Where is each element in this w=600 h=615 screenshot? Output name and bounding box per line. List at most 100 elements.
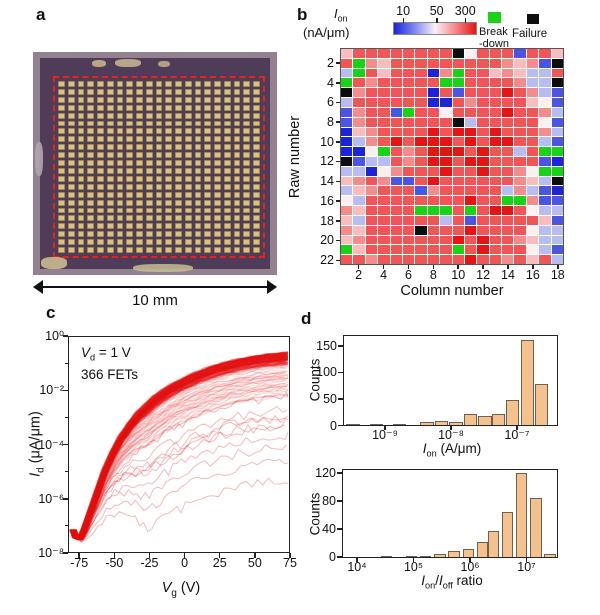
chip-pad	[233, 168, 241, 174]
chip-pad	[155, 175, 163, 182]
chip-pad	[77, 88, 85, 95]
heatmap-cell-ion	[353, 88, 365, 98]
heatmap-cell-ion	[464, 215, 477, 225]
heatmap-cell-ion	[452, 176, 464, 186]
heatmap-cell-ion	[502, 225, 514, 235]
heatmap-cell-ion	[365, 206, 378, 215]
chip-pad	[126, 231, 134, 238]
hist2-x-tick-label: 10⁶	[460, 560, 480, 574]
chip-pad	[116, 120, 124, 127]
heatmap-cell-ion	[526, 68, 539, 78]
chip-pad	[67, 168, 75, 174]
chip-pad	[116, 160, 124, 166]
chip-pad	[223, 231, 231, 238]
c-x-tick	[183, 553, 186, 558]
chip-pad	[136, 183, 143, 190]
histogram-bar	[346, 423, 360, 425]
heatmap-cell-ion	[464, 196, 477, 206]
heatmap-cell-ion	[514, 225, 526, 235]
heatmap-cell-ion	[539, 157, 551, 166]
chip-pad	[233, 144, 241, 151]
heatmap-cell-ion	[402, 196, 415, 206]
chip-pad	[194, 120, 202, 127]
heatmap-cell-ion	[415, 215, 427, 225]
heatmap-cell-breakdown	[551, 166, 563, 176]
heatmap-cell-ion	[514, 215, 526, 225]
heatmap-cell-ion	[539, 245, 551, 255]
chip-pad	[184, 183, 192, 190]
transfer-curves	[69, 351, 288, 543]
chip-pad	[175, 215, 182, 222]
chip-pad	[87, 183, 95, 190]
colorbar-tick	[464, 18, 467, 23]
heatmap-cell-ion	[353, 235, 365, 245]
ion-histogram-plot	[343, 335, 558, 426]
heatmap-cell-ion	[489, 117, 502, 127]
heatmap-cell-ion	[440, 157, 452, 166]
heatmap-cell-ion	[514, 245, 526, 255]
heatmap-cell-ion	[353, 166, 365, 176]
chip-pad	[77, 231, 85, 238]
heatmap-cell-ion	[514, 147, 526, 156]
hist2-y-tick	[337, 528, 342, 530]
heatmap-cell-breakdown	[464, 206, 477, 215]
hist2-x-tick	[356, 558, 358, 562]
chip-pad	[194, 81, 202, 87]
heatmap-cell-ion	[502, 98, 514, 107]
heatmap-cell-ion	[341, 107, 353, 117]
chip-pad	[136, 120, 143, 127]
chip-pad	[194, 215, 202, 222]
heatmap-row-tick	[336, 141, 340, 143]
chip-pad	[184, 160, 192, 166]
heatmap-cell-ion	[341, 147, 353, 156]
chip-pad	[97, 81, 104, 87]
heatmap-row-tick	[336, 121, 340, 123]
chip-pad	[116, 168, 124, 174]
heatmap-cell-ion	[378, 107, 390, 117]
chip-smudge	[92, 60, 106, 67]
heatmap-cell-ion	[551, 157, 563, 166]
failure-label: Failure	[512, 28, 548, 40]
chip-pad	[175, 112, 182, 119]
heatmap-cell-ion	[353, 49, 365, 58]
heatmap-cell-ion	[365, 255, 378, 264]
chip-pad	[194, 152, 202, 159]
heatmap-cell-ion	[402, 58, 415, 68]
chip-pad	[106, 160, 114, 166]
heatmap-cell-ion	[378, 255, 390, 264]
chip-pad	[243, 231, 251, 238]
chip-pad	[67, 88, 75, 95]
heatmap-row-tick	[336, 62, 340, 64]
chip-pad	[97, 112, 104, 119]
chip-pad	[204, 88, 212, 95]
heatmap-cell-ion	[402, 147, 415, 156]
chip-pad	[58, 223, 65, 230]
heatmap-cell-ion	[341, 235, 353, 245]
chip-pad	[184, 168, 192, 174]
chip-pad	[243, 128, 251, 135]
heatmap-cell-ion	[489, 68, 502, 78]
hist2-y-tick	[337, 472, 342, 474]
histogram-bar	[434, 554, 446, 557]
heatmap-cell-failure	[551, 58, 563, 68]
chip-pad	[165, 175, 173, 182]
heatmap-cell-ion	[440, 196, 452, 206]
heatmap-cell-ion	[489, 98, 502, 107]
heatmap-cell-ion	[402, 88, 415, 98]
chip-pad	[87, 96, 95, 103]
chip-pad	[145, 207, 153, 214]
chip-pad	[97, 223, 104, 230]
heatmap-cell-ion	[514, 78, 526, 88]
chip-pad	[214, 152, 221, 159]
heatmap-cell-ion	[464, 137, 477, 147]
heatmap-cell-ion	[526, 235, 539, 245]
heatmap-cell-ion	[427, 117, 440, 127]
chip-pad	[223, 199, 231, 206]
heatmap-cell-ion	[390, 58, 402, 68]
heatmap-cell-ion	[427, 107, 440, 117]
histogram-bar	[506, 400, 520, 425]
chip-pad	[204, 112, 212, 119]
chip-pad	[253, 247, 260, 253]
chip-pad	[145, 112, 153, 119]
